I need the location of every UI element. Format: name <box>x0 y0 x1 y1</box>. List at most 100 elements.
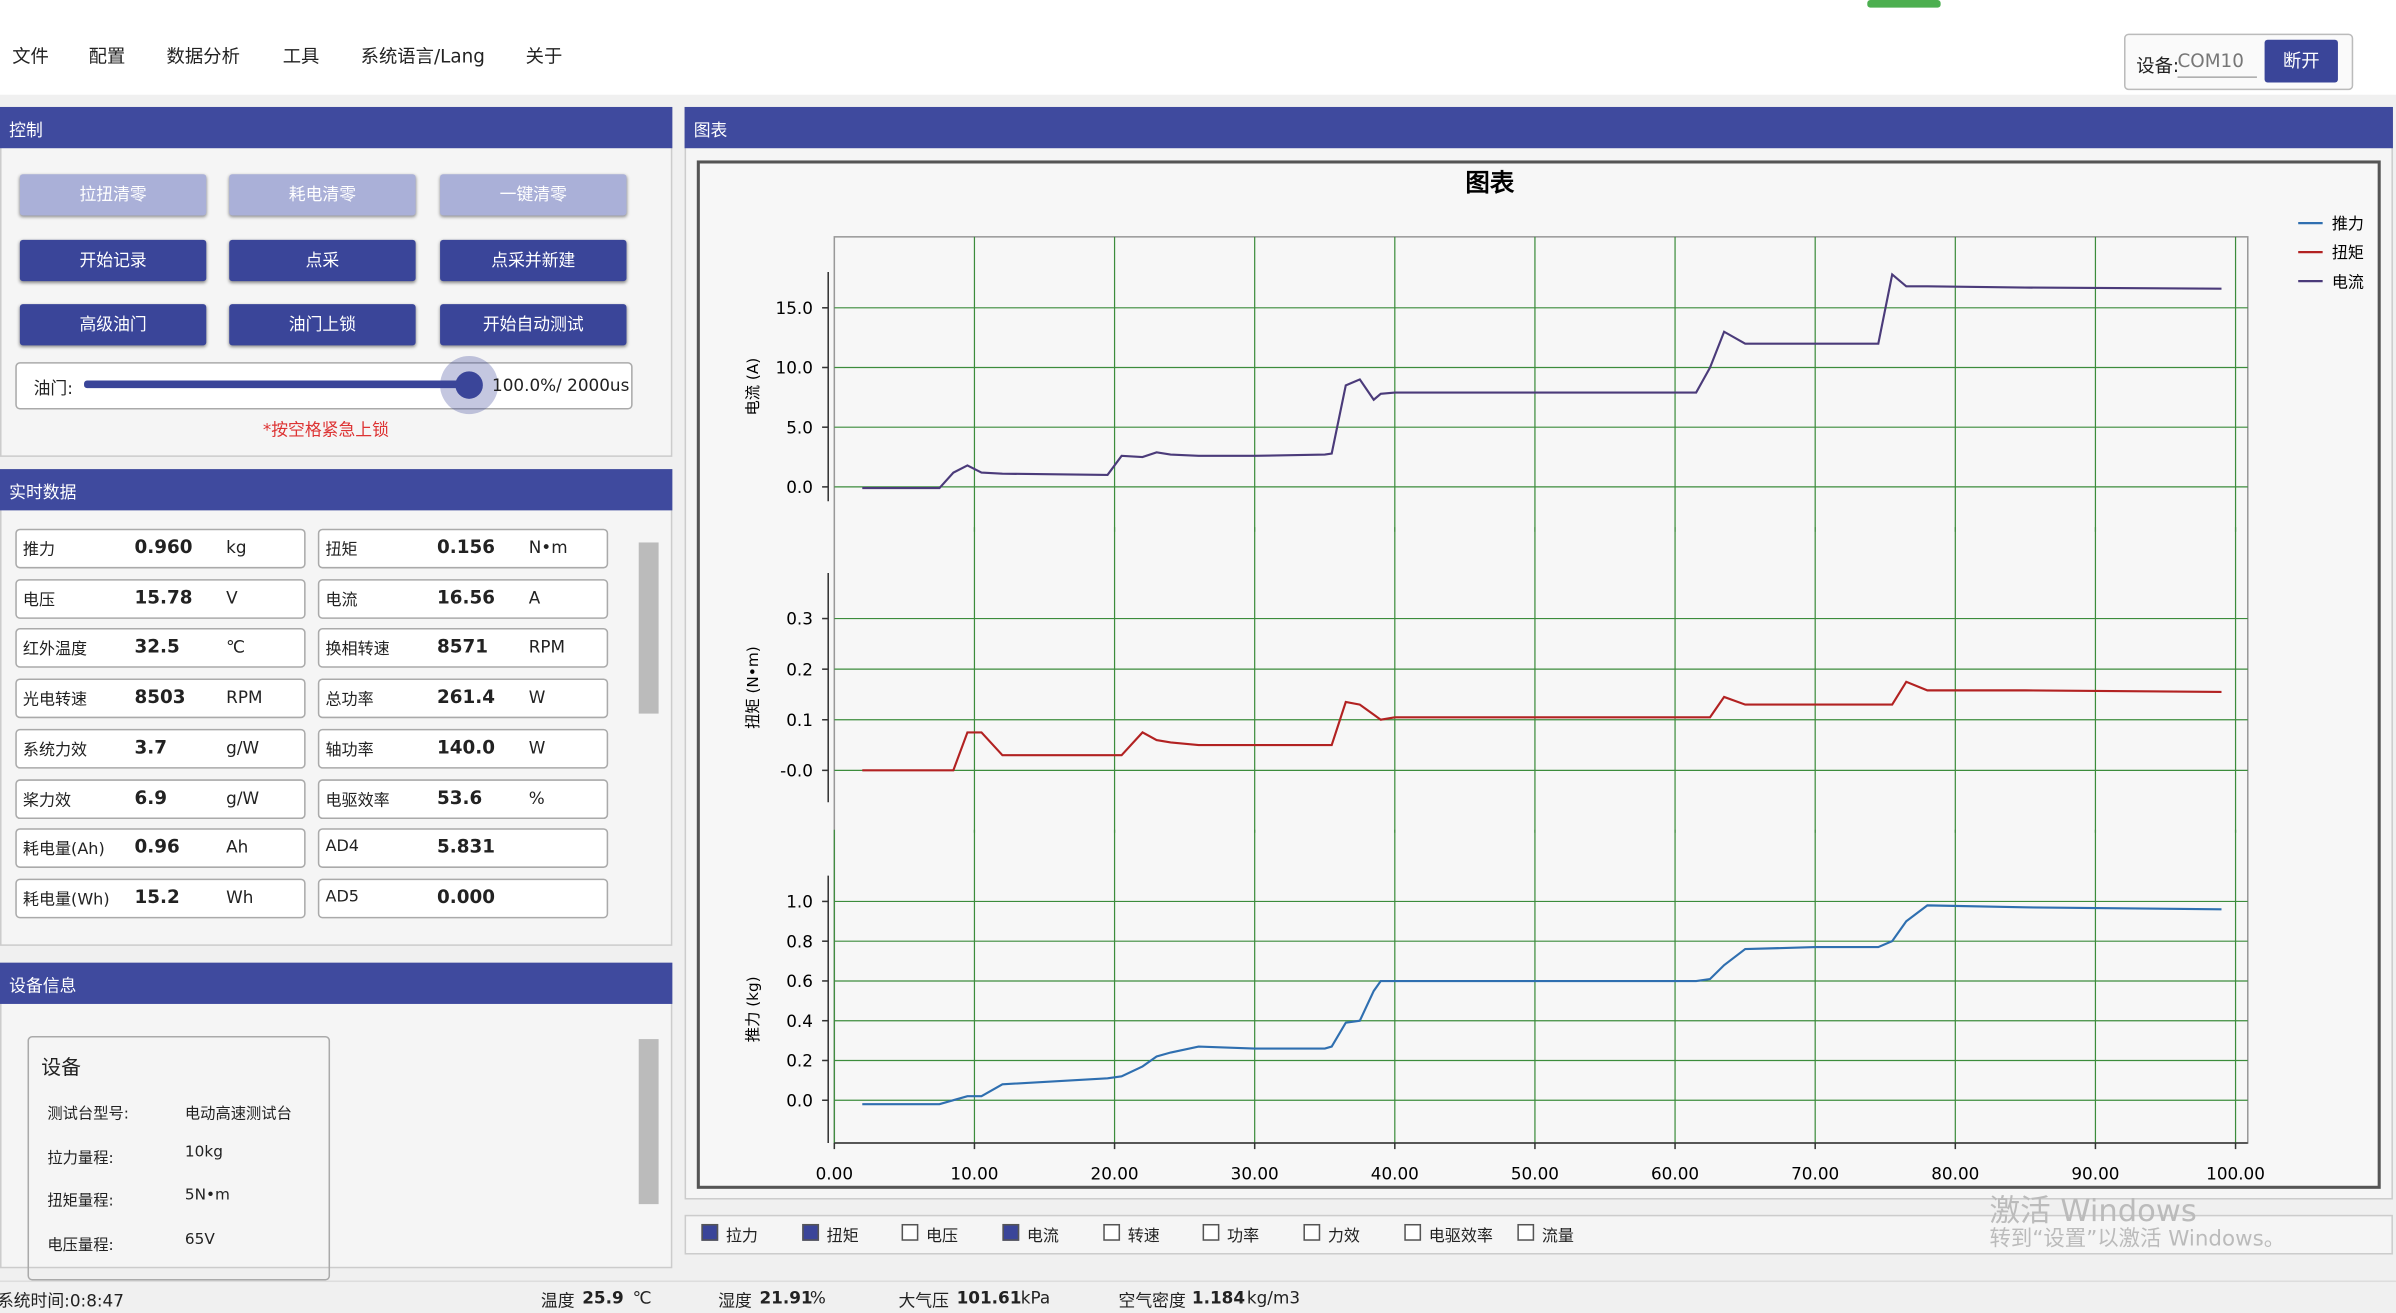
x-tick-label: 100.00 <box>2206 1164 2265 1184</box>
x-tick-label: 90.00 <box>2071 1164 2119 1184</box>
y-tick-label: 5.0 <box>786 417 813 437</box>
menu-item[interactable]: 数据分析 <box>166 45 240 68</box>
data-box <box>317 828 609 869</box>
x-tick-label: 60.00 <box>1651 1164 1699 1184</box>
data-value: 16.56 <box>437 586 496 608</box>
throttle-label: 油门: <box>33 378 73 399</box>
info-value: 电动高速测试台 <box>184 1106 292 1124</box>
port-select[interactable]: COM10 <box>2177 50 2257 78</box>
checkbox-label[interactable]: 电驱效率 <box>1428 1227 1493 1246</box>
data-box <box>15 778 306 819</box>
data-unit: RPM <box>528 637 566 658</box>
y-tick-label: 0.0 <box>786 477 813 497</box>
button[interactable]: 点采 <box>229 239 416 282</box>
x-tick-label: 40.00 <box>1371 1164 1419 1184</box>
info-label: 电压量程: <box>47 1237 114 1255</box>
button[interactable]: 拉扭清零 <box>19 174 207 216</box>
checkbox-label[interactable]: 电流 <box>1026 1227 1059 1246</box>
checkbox[interactable] <box>1404 1223 1422 1241</box>
checkbox-label[interactable]: 转速 <box>1127 1227 1160 1246</box>
data-label: 轴功率 <box>325 740 374 760</box>
legend-label: 电流 <box>2332 272 2364 291</box>
data-unit: kg <box>226 537 247 558</box>
legend-label: 扭矩 <box>2332 243 2364 262</box>
data-label: 耗电量(Wh) <box>22 890 110 910</box>
button[interactable]: 点采并新建 <box>440 239 627 282</box>
data-unit: ℃ <box>226 637 246 658</box>
data-box <box>317 728 609 769</box>
status-unit: kg/m3 <box>1246 1288 1301 1309</box>
y-tick-label: 0.3 <box>786 609 813 629</box>
status-value: 25.9 <box>582 1288 624 1309</box>
status-unit: ℃ <box>632 1288 652 1309</box>
checkbox-label[interactable]: 拉力 <box>725 1227 758 1246</box>
data-value: 0.960 <box>134 536 193 558</box>
button[interactable]: 油门上锁 <box>229 304 416 346</box>
checkbox-label[interactable]: 力效 <box>1327 1227 1360 1246</box>
data-unit: W <box>528 737 546 758</box>
y-tick-label: 0.0 <box>786 1090 813 1110</box>
data-unit: A <box>528 587 541 608</box>
y-tick-label: 0.4 <box>786 1011 813 1031</box>
data-box <box>15 578 306 619</box>
data-label: 电压 <box>22 590 56 610</box>
checkbox-label[interactable]: 功率 <box>1227 1227 1260 1246</box>
data-value: 0.96 <box>134 836 180 858</box>
chart-title: 图表 <box>1465 168 1514 197</box>
checkbox[interactable] <box>1002 1223 1020 1241</box>
scrollbar[interactable] <box>638 1039 659 1205</box>
slider-knob[interactable] <box>455 371 483 399</box>
button[interactable]: 耗电清零 <box>229 174 416 216</box>
button[interactable]: 开始自动测试 <box>440 304 627 346</box>
menu-item[interactable]: 关于 <box>525 45 563 68</box>
data-label: 电流 <box>325 590 358 610</box>
scrollbar[interactable] <box>638 542 659 714</box>
y-tick-label: 0.6 <box>786 971 813 991</box>
checkbox-label[interactable]: 流量 <box>1541 1227 1574 1246</box>
menu-item[interactable]: 配置 <box>88 45 126 68</box>
x-tick-label: 30.00 <box>1231 1164 1279 1184</box>
data-value: 0.000 <box>437 886 496 908</box>
checkbox[interactable] <box>802 1223 820 1241</box>
data-label: 桨力效 <box>22 790 72 810</box>
line-series <box>862 680 2222 772</box>
status-value: 101.61 <box>956 1288 1022 1309</box>
data-label: 系统力效 <box>22 740 88 760</box>
data-unit: RPM <box>226 687 263 708</box>
menu-item[interactable]: 系统语言/Lang <box>360 45 485 68</box>
y-tick-label: 0.2 <box>786 1051 813 1071</box>
data-box <box>317 628 609 669</box>
slider-track[interactable] <box>84 380 470 389</box>
button[interactable]: 一键清零 <box>440 174 627 216</box>
checkbox-label[interactable]: 电压 <box>926 1227 959 1246</box>
line-series <box>862 904 2222 1106</box>
data-unit: W <box>528 687 546 708</box>
status-label: 空气密度 <box>1118 1291 1186 1312</box>
checkbox[interactable] <box>1103 1223 1121 1241</box>
checkbox[interactable] <box>701 1223 719 1241</box>
x-tick-label: 70.00 <box>1791 1164 1839 1184</box>
data-value: 15.78 <box>134 586 193 608</box>
checkbox[interactable] <box>1303 1223 1321 1241</box>
panel-header: 实时数据 <box>0 469 673 511</box>
data-label: 换相转速 <box>325 640 390 660</box>
data-box <box>317 678 609 719</box>
x-tick-label: 10.00 <box>950 1164 998 1184</box>
checkbox[interactable] <box>1202 1223 1220 1241</box>
status-value: 1.184 <box>1191 1288 1246 1309</box>
button[interactable]: 开始记录 <box>19 239 207 282</box>
checkbox-label[interactable]: 扭矩 <box>826 1227 859 1246</box>
device-label: 设备: <box>2136 55 2180 77</box>
x-tick-label: 0.00 <box>816 1164 853 1184</box>
checkbox[interactable] <box>901 1223 919 1241</box>
y-tick-label: 0.2 <box>786 659 813 679</box>
data-unit: Wh <box>226 887 254 908</box>
disconnect-button[interactable]: 断开 <box>2264 39 2338 83</box>
menu-item[interactable]: 文件 <box>12 45 49 68</box>
menu-item[interactable]: 工具 <box>282 45 320 68</box>
button[interactable]: 高级油门 <box>19 304 207 346</box>
data-unit: g/W <box>226 737 260 758</box>
checkbox[interactable] <box>1517 1223 1535 1241</box>
data-box <box>317 528 609 569</box>
